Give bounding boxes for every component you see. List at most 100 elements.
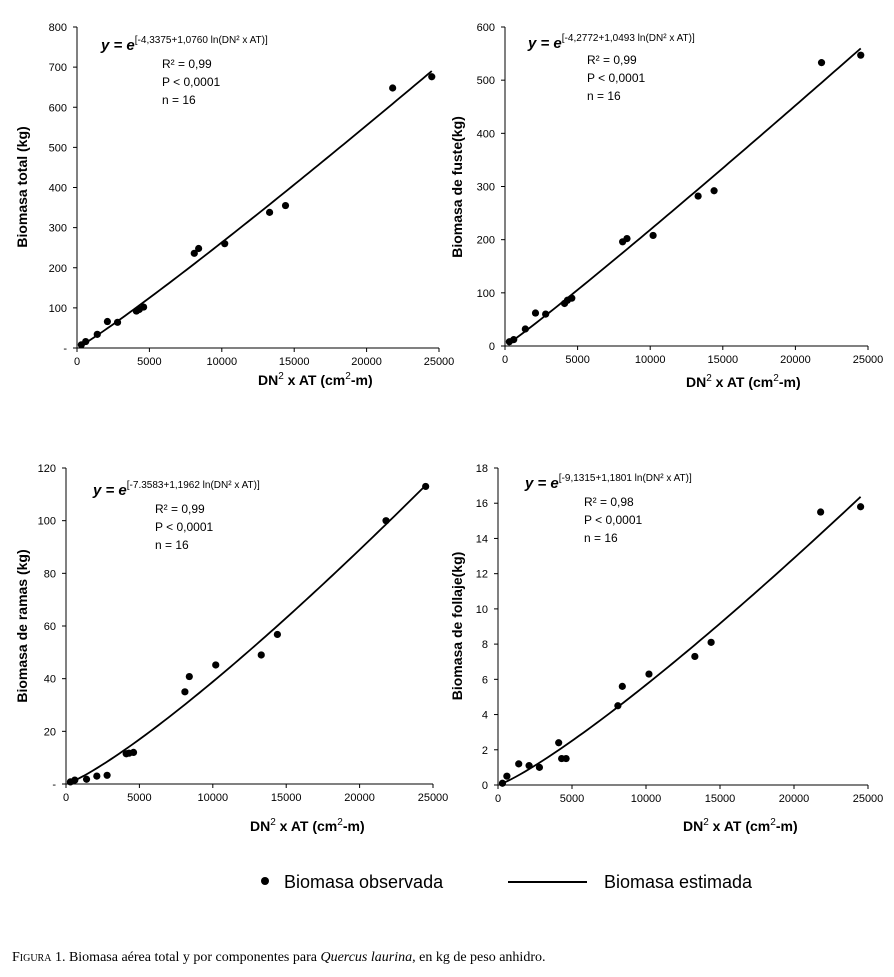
observed-point: [503, 772, 511, 780]
x-axis-label-part: DN: [250, 818, 270, 834]
observed-point: [542, 310, 550, 318]
p-value-label: P < 0,0001: [584, 513, 642, 527]
x-axis-label-sup: 2: [270, 817, 276, 828]
observed-point: [645, 670, 653, 678]
chart-biomasa-fuste: 0 5000 10000 15000 20000 25000 0 100 200 300 400 50…: [449, 22, 883, 390]
legend-observed-label: Biomasa observada: [284, 872, 444, 892]
x-axis-label-part: -m): [776, 818, 798, 834]
y-tick-label: 16: [476, 498, 488, 510]
observed-point: [623, 235, 631, 243]
y-tick-label: 4: [482, 710, 488, 722]
x-tick-label: 0: [63, 792, 69, 804]
observed-point: [93, 330, 101, 338]
y-tick-label: 10: [476, 604, 488, 616]
equation-exponent: [-7.3583+1,1962 ln(DN² x AT)]: [127, 480, 260, 491]
x-tick-label: 10000: [631, 793, 662, 805]
observed-point: [531, 309, 540, 317]
sample-size-label: n = 16: [587, 89, 621, 103]
y-tick-label: 80: [44, 568, 56, 580]
fitted-curve: [80, 70, 433, 347]
legend: Biomasa observada Biomasa estimada: [261, 872, 753, 892]
y-axis-label: Biomasa total (kg): [14, 126, 30, 247]
regression-equation: y = e[-4,2772+1,0493 ln(DN² x AT)]: [527, 33, 695, 52]
x-tick-label: 15000: [705, 793, 736, 805]
x-axis-label-sup: 2: [345, 371, 351, 382]
y-tick-label: 100: [38, 516, 56, 528]
y-axis-label: Biomasa de follaje(kg): [449, 552, 465, 701]
equation-exponent: [-4,3375+1,0760 ln(DN² x AT)]: [135, 35, 268, 46]
p-value-label: P < 0,0001: [162, 75, 220, 89]
x-tick-label: 10000: [198, 792, 229, 804]
y-tick-label: 14: [476, 533, 488, 545]
observed-point: [422, 482, 430, 491]
observed-point: [382, 517, 390, 525]
x-axis-label-sup: 2: [337, 817, 343, 828]
x-tick-label: 20000: [344, 792, 375, 804]
sample-size-label: n = 16: [162, 93, 196, 107]
y-tick-label: 200: [49, 263, 67, 275]
x-axis-label: DN2 x AT (cm2-m): [258, 371, 373, 388]
x-axis-label-part: -m): [779, 374, 801, 390]
y-tick-label: 300: [477, 182, 495, 194]
regression-equation: y = e[-9,1315+1,1801 ln(DN² x AT)]: [524, 473, 692, 492]
p-value-label: P < 0,0001: [587, 71, 645, 85]
y-tick-label: 700: [49, 62, 67, 74]
observed-point: [691, 652, 699, 661]
x-tick-label: 25000: [424, 356, 455, 368]
observed-point: [281, 201, 290, 210]
observed-point: [129, 748, 138, 757]
x-tick-label: 15000: [279, 356, 310, 368]
regression-equation: y = e[-4,3375+1,0760 ln(DN² x AT)]: [100, 35, 268, 54]
y-tick-label: 6: [482, 674, 488, 686]
observed-point: [212, 661, 220, 669]
y-tick-label: 120: [38, 463, 56, 475]
y-tick-label: 100: [477, 288, 495, 300]
observed-point: [389, 84, 397, 92]
x-tick-label: 25000: [853, 793, 884, 805]
x-tick-label: 5000: [137, 356, 161, 368]
equation-base: y = e: [100, 37, 135, 54]
observed-point: [113, 318, 122, 326]
observed-point: [710, 187, 718, 195]
observed-point: [140, 303, 148, 311]
y-tick-label: 60: [44, 621, 56, 633]
observed-point: [614, 702, 622, 710]
observed-point: [649, 231, 657, 240]
x-tick-label: 15000: [271, 792, 302, 804]
equation-base: y = e: [524, 475, 559, 492]
y-tick-label: -: [52, 779, 56, 791]
x-axis-label-sup: 2: [706, 373, 712, 384]
y-tick-label: 300: [49, 223, 67, 235]
observed-point: [185, 672, 193, 681]
chart-biomasa-follaje: 0 5000 10000 15000 20000 25000 0 2 4 6 8 10 12 14 16 18…: [449, 463, 883, 834]
equation-base: y = e: [527, 35, 562, 52]
x-tick-label: 0: [74, 356, 80, 368]
r-squared-label: R² = 0,99: [587, 53, 637, 67]
observed-point: [82, 337, 90, 346]
y-tick-label: 12: [476, 569, 488, 581]
x-axis-label-part: x AT (cm: [276, 818, 337, 834]
y-tick-label: 500: [477, 75, 495, 87]
fitted-curve: [508, 47, 862, 344]
observed-point: [257, 651, 265, 659]
x-tick-label: 15000: [708, 354, 739, 366]
observed-point: [535, 763, 544, 771]
observed-point: [525, 762, 533, 770]
observed-point: [181, 688, 189, 696]
caption-text-before: Biomasa aérea total y por componentes pa…: [65, 950, 321, 965]
observed-point: [510, 336, 518, 344]
x-tick-label: 25000: [418, 792, 449, 804]
x-axis-label-part: -m): [343, 818, 365, 834]
observed-point: [221, 240, 229, 248]
y-tick-label: 0: [482, 780, 488, 792]
fitted-curve: [70, 484, 427, 784]
x-axis-label-part: DN: [258, 372, 278, 388]
x-tick-label: 5000: [560, 793, 584, 805]
y-tick-label: 18: [476, 463, 488, 475]
observed-point: [71, 776, 79, 784]
chart-biomasa-ramas: 0 5000 10000 15000 20000 25000 - 20 40 60 80 100 120…: [14, 463, 448, 834]
x-axis-label-sup: 2: [773, 373, 779, 384]
observed-point: [273, 630, 281, 639]
x-tick-label: 20000: [351, 356, 382, 368]
y-tick-label: 8: [482, 639, 488, 651]
